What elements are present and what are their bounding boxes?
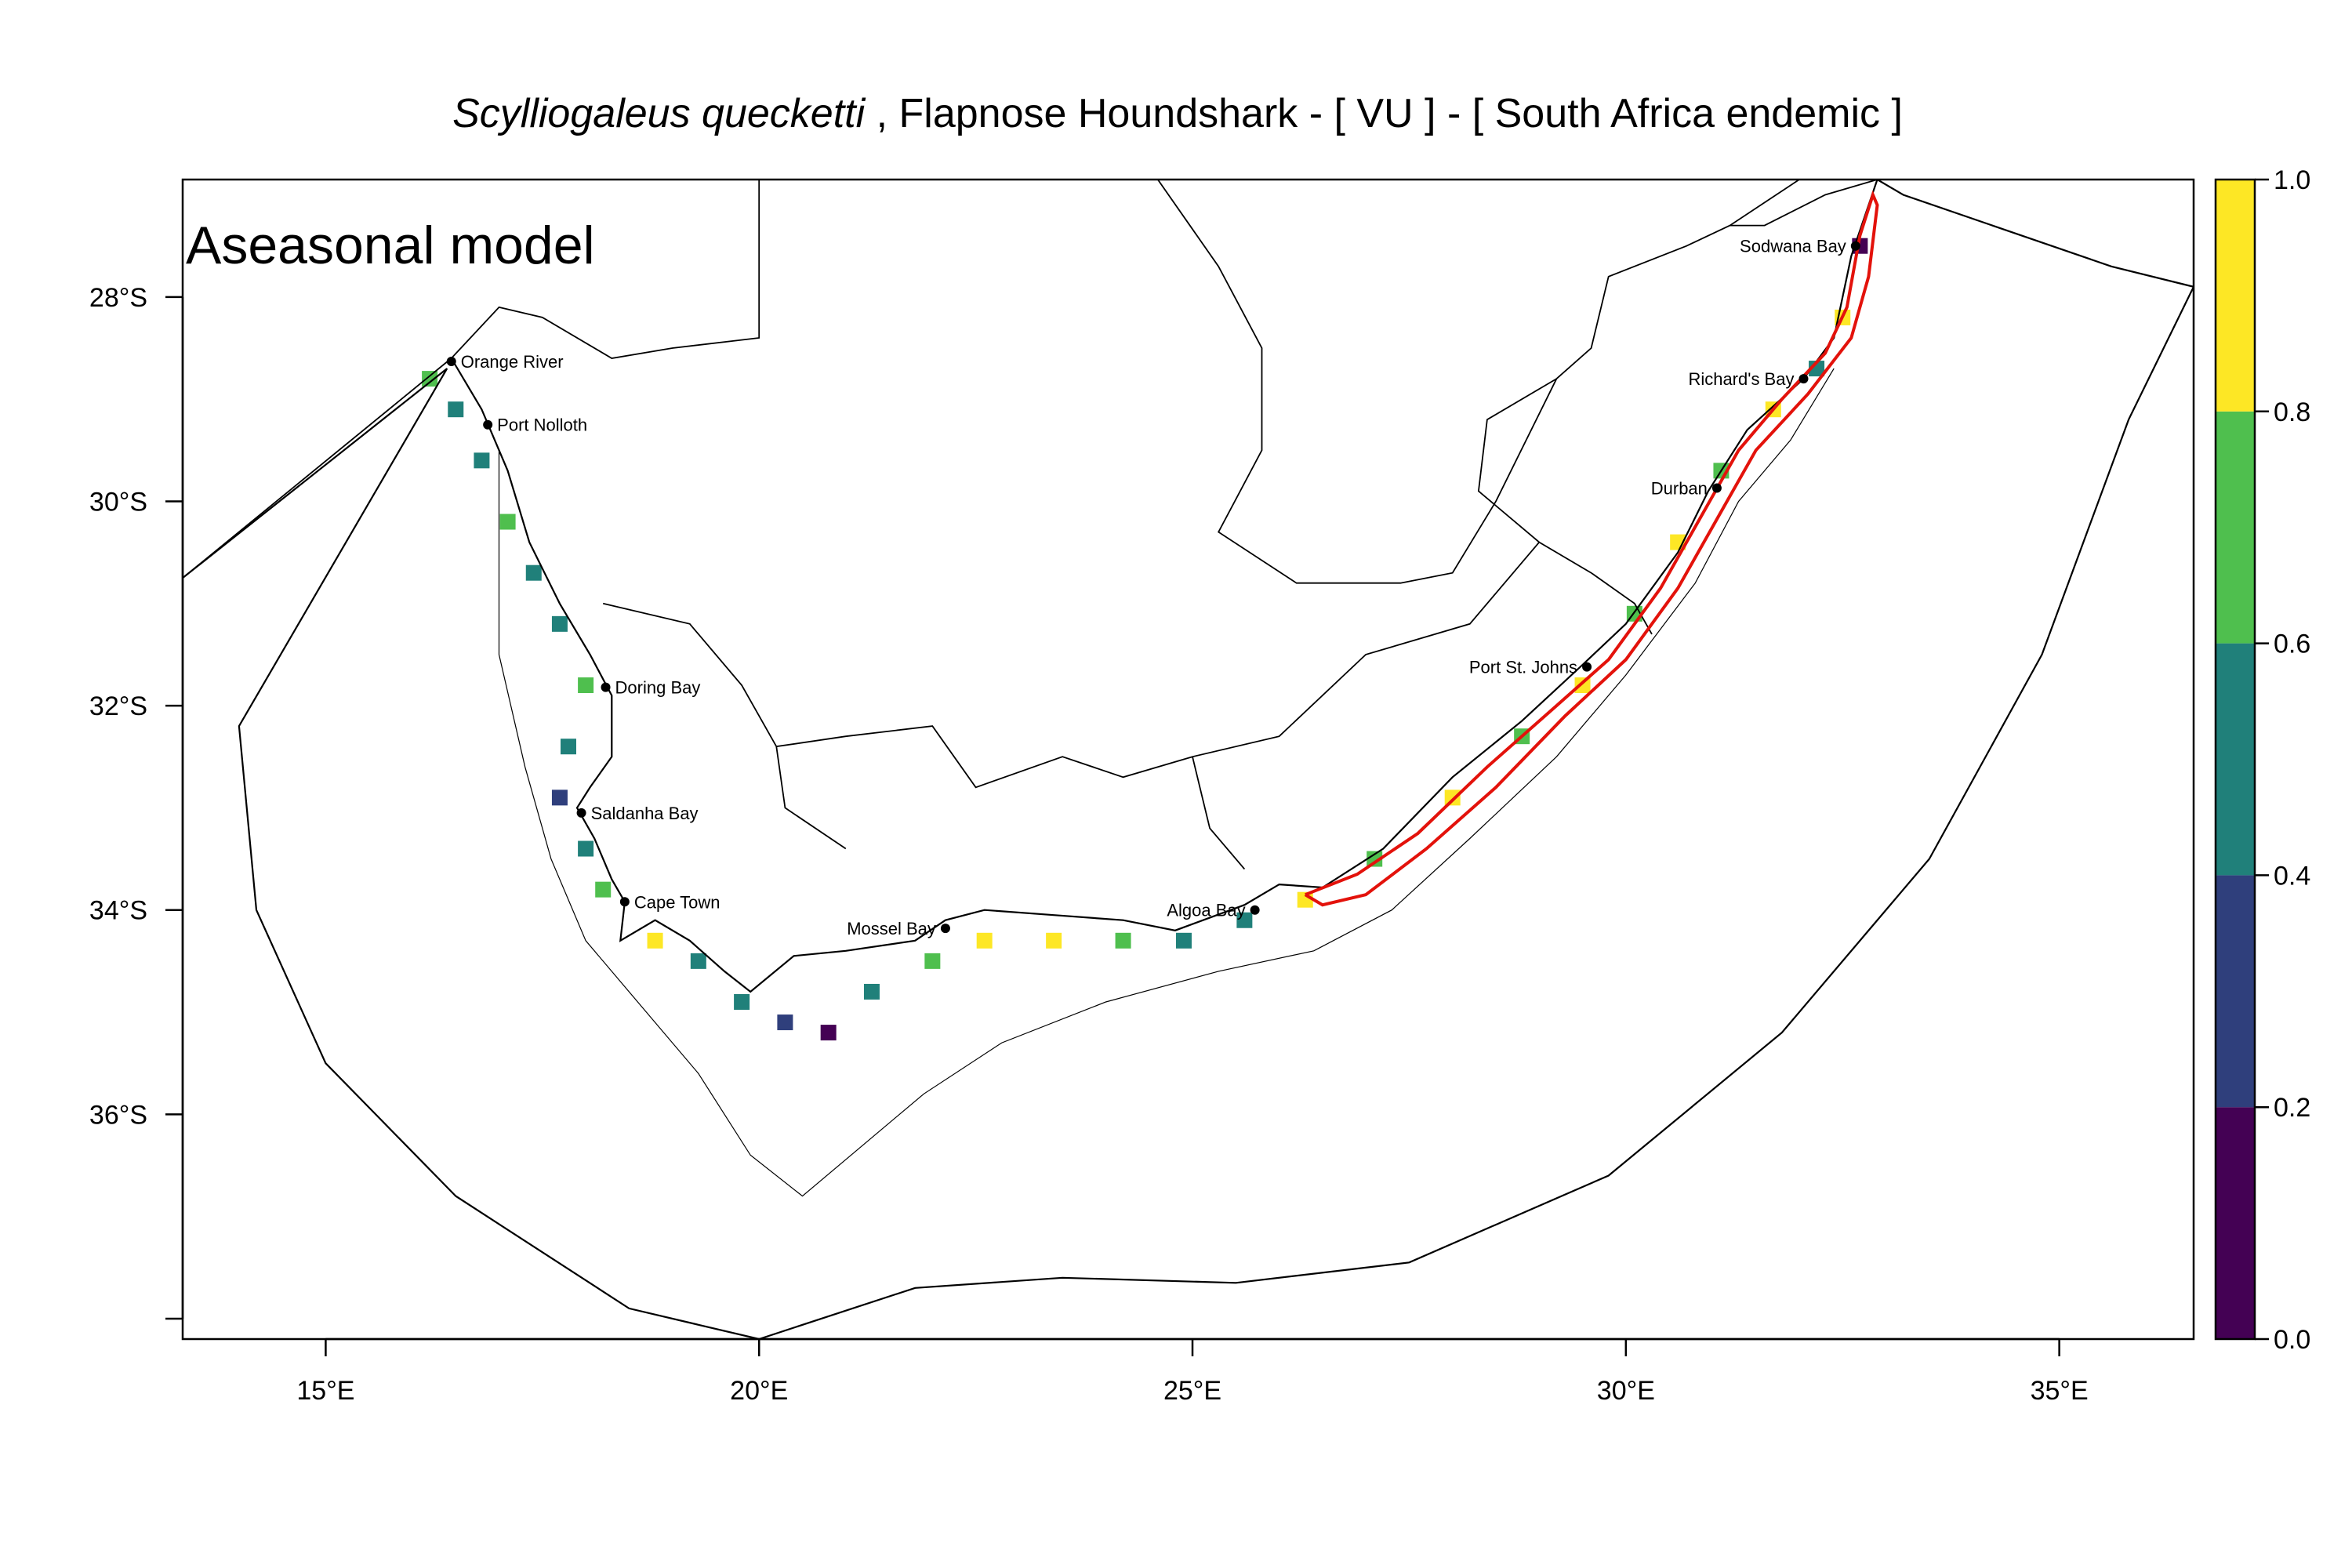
place-label-3: Saldanha Bay <box>591 804 699 823</box>
y-tick-label-4: 36°S <box>89 1100 147 1130</box>
probability-cell-24 <box>1367 851 1383 867</box>
place-label-5: Mossel Bay <box>847 919 936 938</box>
place-label-8: Durban <box>1651 479 1708 499</box>
probability-cell-7 <box>560 739 576 755</box>
place-label-10: Sodwana Bay <box>1740 237 1846 256</box>
x-axis: 15°E 20°E 25°E 30°E 35°E <box>296 1338 2089 1406</box>
title-species: Scylliogaleus quecketti <box>452 91 866 136</box>
province-border-4 <box>1730 180 1878 227</box>
shelf-contour <box>498 368 1835 1197</box>
probability-cell-15 <box>820 1025 837 1041</box>
province-border-6 <box>775 746 847 850</box>
probability-cell-8 <box>551 789 568 806</box>
chart-title: Scylliogaleus quecketti , Flapnose Hound… <box>452 91 1903 136</box>
province-border-5 <box>602 542 1540 789</box>
probability-cell-5 <box>551 615 568 632</box>
colorbar-legend: 0.0 0.2 0.4 0.6 0.8 1.0 <box>2214 165 2310 1355</box>
place-label-7: Port St. Johns <box>1469 658 1577 677</box>
x-tick-label-1: 20°E <box>730 1376 788 1406</box>
probability-cell-9 <box>578 840 594 857</box>
colorbar-segment-0 <box>2216 1107 2255 1339</box>
y-axis: 28°S 30°S 32°S 34°S 36°S <box>89 283 184 1320</box>
known-range-outline <box>1304 190 1879 907</box>
province-border-7 <box>1192 756 1246 870</box>
probability-cell-18 <box>976 932 993 949</box>
colorbar-label-2: 0.4 <box>2274 861 2310 891</box>
probability-cell-20 <box>1115 932 1131 949</box>
plot-area <box>183 180 2194 1339</box>
x-tick-label-2: 25°E <box>1163 1376 1221 1406</box>
place-label-0: Orange River <box>461 352 564 372</box>
probability-cell-6 <box>578 677 594 694</box>
place-marker-7 <box>1582 662 1592 672</box>
colorbar-frame <box>2214 178 2256 1341</box>
probability-cell-27 <box>1574 677 1591 694</box>
place-marker-0 <box>446 356 456 366</box>
colorbar-label-5: 1.0 <box>2274 165 2310 195</box>
probability-cell-21 <box>1175 932 1192 949</box>
place-marker-8 <box>1711 483 1722 493</box>
x-tick-label-3: 30°E <box>1597 1376 1655 1406</box>
title-rest: , Flapnose Houndshark - [ VU ] - [ South… <box>865 91 1903 136</box>
y-tick-label-2: 32°S <box>89 691 147 721</box>
province-border-0 <box>451 180 760 359</box>
probability-cell-4 <box>525 564 542 581</box>
place-label-9: Richard's Bay <box>1688 369 1794 389</box>
probability-cell-3 <box>499 514 516 530</box>
colorbar-segment-1 <box>2216 875 2255 1108</box>
colorbar-label-1: 0.2 <box>2274 1093 2310 1123</box>
model-label: Aseasonal model <box>186 216 595 275</box>
place-marker-4 <box>619 897 630 907</box>
probability-cell-12 <box>690 953 706 969</box>
place-marker-2 <box>601 682 611 692</box>
eez-boundary <box>183 180 2194 1339</box>
x-tick-label-4: 35°E <box>2031 1376 2089 1406</box>
province-border-2 <box>1157 180 1800 584</box>
colorbar-label-3: 0.6 <box>2274 630 2310 659</box>
place-label-4: Cape Town <box>634 892 720 912</box>
y-tick-label-0: 28°S <box>89 283 147 313</box>
probability-cell-22 <box>1236 912 1253 928</box>
coastline <box>450 180 1878 993</box>
province-border-1 <box>183 358 452 579</box>
colorbar-label-4: 0.8 <box>2274 397 2310 427</box>
probability-cell-17 <box>924 953 941 969</box>
colorbar-segment-2 <box>2216 643 2255 876</box>
probability-cell-19 <box>1046 932 1062 949</box>
probability-cell-11 <box>647 932 663 949</box>
place-marker-1 <box>483 419 493 430</box>
place-label-6: Algoa Bay <box>1167 901 1245 920</box>
probability-cell-10 <box>595 881 612 898</box>
place-marker-10 <box>1850 241 1860 251</box>
probability-cell-13 <box>734 993 750 1010</box>
colorbar-segment-3 <box>2216 411 2255 644</box>
colorbar-segment-4 <box>2216 180 2255 412</box>
y-tick-label-1: 30°S <box>89 487 147 517</box>
place-marker-3 <box>576 808 586 818</box>
place-label-2: Doring Bay <box>615 678 701 698</box>
probability-cells <box>422 238 1868 1041</box>
province-border-3 <box>1477 378 1653 635</box>
place-labels: Orange River Port Nolloth Doring Bay Saldan… <box>446 237 1860 938</box>
place-marker-9 <box>1798 374 1809 384</box>
probability-cell-2 <box>474 452 490 469</box>
probability-cell-16 <box>863 983 880 1000</box>
probability-cell-0 <box>422 371 438 387</box>
colorbar-label-0: 0.0 <box>2274 1325 2310 1355</box>
place-marker-6 <box>1250 905 1260 915</box>
probability-cell-14 <box>777 1014 793 1031</box>
place-label-1: Port Nolloth <box>497 416 587 435</box>
probability-cell-1 <box>448 401 464 418</box>
place-marker-5 <box>940 924 950 934</box>
y-tick-label-3: 34°S <box>89 896 147 926</box>
x-tick-label-0: 15°E <box>296 1376 354 1406</box>
boundary-lines <box>183 180 2194 1339</box>
probability-cell-25 <box>1444 789 1461 806</box>
